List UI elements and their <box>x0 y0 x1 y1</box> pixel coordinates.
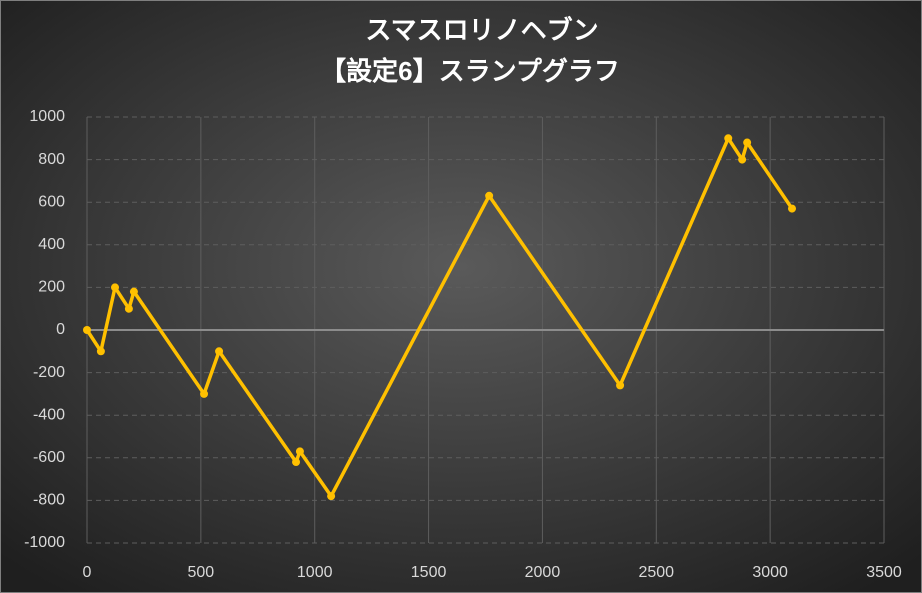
data-point <box>96 347 105 356</box>
data-point <box>485 191 494 200</box>
y-tick-label: 200 <box>38 279 65 296</box>
y-tick-label: 0 <box>56 321 65 338</box>
data-point <box>738 155 747 164</box>
y-tick-label: 600 <box>38 193 65 210</box>
data-point <box>724 134 733 143</box>
y-tick-label: 1000 <box>29 108 65 125</box>
x-tick-label: 0 <box>83 564 92 581</box>
x-tick-label: 1000 <box>297 564 333 581</box>
data-point <box>327 492 336 501</box>
y-tick-label: -200 <box>33 364 65 381</box>
y-tick-label: 800 <box>38 151 65 168</box>
x-tick-label: 1500 <box>411 564 447 581</box>
y-tick-label: -800 <box>33 492 65 509</box>
chart-title: スマスロリノヘブン <box>365 15 598 45</box>
y-tick-label: -600 <box>33 449 65 466</box>
data-point <box>83 326 91 334</box>
data-point <box>111 283 120 292</box>
data-point <box>292 458 301 467</box>
data-point <box>788 204 797 213</box>
y-tick-label: 400 <box>38 236 65 253</box>
x-tick-label: 3000 <box>752 564 788 581</box>
x-tick-label: 2500 <box>638 564 674 581</box>
data-point <box>129 287 138 296</box>
data-line <box>85 136 794 498</box>
data-point <box>124 304 133 313</box>
chart-subtitle: 【設定6】スランプグラフ <box>320 56 620 86</box>
x-tick-label: 2000 <box>525 564 561 581</box>
data-point <box>295 447 304 456</box>
y-tick-label: -1000 <box>24 534 65 551</box>
data-point <box>215 347 224 356</box>
data-point <box>200 389 209 398</box>
x-tick-label: 3500 <box>866 564 902 581</box>
data-point <box>743 138 752 147</box>
x-tick-label: 500 <box>188 564 215 581</box>
y-tick-label: -400 <box>33 406 65 423</box>
data-point <box>616 381 625 390</box>
